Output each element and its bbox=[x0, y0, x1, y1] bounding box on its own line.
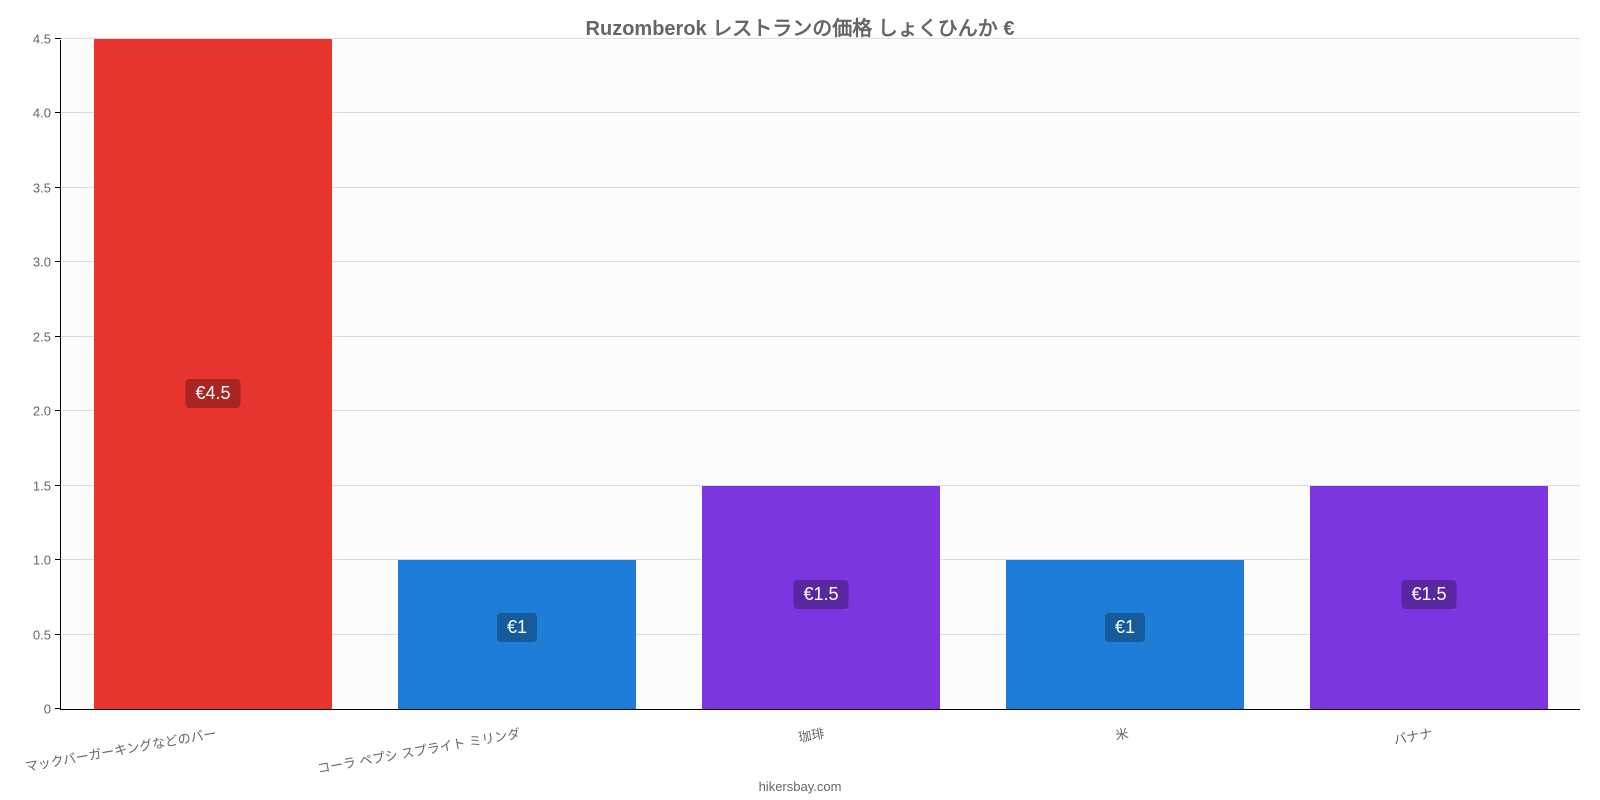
ytick-label: 1.0 bbox=[33, 553, 61, 568]
ytick-label: 2.0 bbox=[33, 404, 61, 419]
xtick-label: 珈琲 bbox=[794, 709, 825, 746]
bar-value-label: €1 bbox=[497, 613, 537, 642]
ytick-label: 0.5 bbox=[33, 627, 61, 642]
bar: €1 bbox=[1006, 560, 1243, 709]
price-bar-chart: Ruzomberok レストランの価格 しょくひんか € 00.51.01.52… bbox=[0, 0, 1600, 800]
bar-value-label: €4.5 bbox=[185, 379, 240, 408]
ytick-label: 3.0 bbox=[33, 255, 61, 270]
bar: €1.5 bbox=[702, 486, 939, 709]
bar-value-label: €1 bbox=[1105, 613, 1145, 642]
xtick-label: 米 bbox=[1111, 709, 1130, 744]
bar: €4.5 bbox=[94, 39, 331, 709]
chart-title: Ruzomberok レストランの価格 しょくひんか € bbox=[0, 12, 1600, 41]
ytick-label: 4.0 bbox=[33, 106, 61, 121]
xtick-label: コーラ ペプシ スプライト ミリンダ bbox=[313, 709, 521, 777]
attribution-text: hikersbay.com bbox=[0, 779, 1600, 794]
ytick-label: 3.5 bbox=[33, 180, 61, 195]
ytick-label: 0 bbox=[44, 702, 61, 717]
bar: €1 bbox=[398, 560, 635, 709]
bar-value-label: €1.5 bbox=[793, 580, 848, 609]
plot-area: 00.51.01.52.02.53.03.54.04.5€4.5マックバーガーキ… bbox=[60, 40, 1580, 710]
ytick-label: 2.5 bbox=[33, 329, 61, 344]
ytick-label: 4.5 bbox=[33, 32, 61, 47]
bar: €1.5 bbox=[1310, 486, 1547, 709]
xtick-label: マックバーガーキングなどのバー bbox=[21, 709, 218, 775]
bar-value-label: €1.5 bbox=[1401, 580, 1456, 609]
xtick-label: バナナ bbox=[1390, 709, 1434, 748]
ytick-label: 1.5 bbox=[33, 478, 61, 493]
